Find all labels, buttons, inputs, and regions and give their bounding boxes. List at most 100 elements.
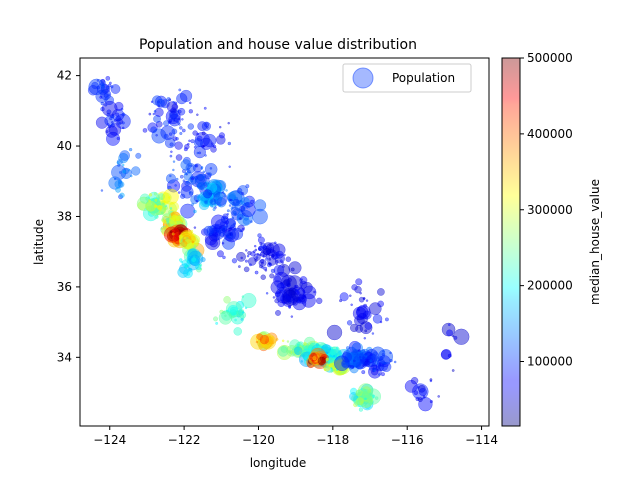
x-axis-label: longitude <box>250 456 307 470</box>
data-point <box>372 367 377 372</box>
data-point <box>110 123 115 128</box>
data-point <box>377 349 394 365</box>
data-point <box>226 209 230 213</box>
data-point <box>285 295 292 302</box>
data-point <box>203 225 214 236</box>
data-point <box>188 267 192 272</box>
data-point <box>204 233 218 246</box>
data-point <box>202 133 217 148</box>
data-point <box>200 228 209 236</box>
data-point <box>256 333 264 341</box>
data-point <box>279 291 282 294</box>
data-point <box>165 173 177 184</box>
data-point <box>119 150 131 161</box>
data-point <box>175 154 183 161</box>
data-point <box>293 346 303 355</box>
data-point <box>171 211 180 221</box>
data-point <box>178 258 183 262</box>
data-point <box>429 400 433 404</box>
data-point <box>357 349 361 353</box>
data-point <box>168 196 171 199</box>
data-point <box>334 355 350 372</box>
data-point <box>453 335 458 340</box>
x-tick-label: −118 <box>316 433 349 447</box>
colorbar-tick-label: 300000 <box>527 203 573 217</box>
legend-label: Population <box>392 71 455 85</box>
data-point <box>118 122 122 125</box>
data-point <box>348 294 352 298</box>
y-tick-label: 36 <box>57 280 72 294</box>
data-point <box>346 320 353 326</box>
data-point <box>293 285 297 289</box>
data-point <box>168 132 173 136</box>
data-point <box>207 182 218 193</box>
data-point <box>193 146 206 159</box>
data-point <box>179 131 183 136</box>
data-point <box>205 234 221 250</box>
data-point <box>362 297 366 301</box>
data-point <box>106 109 112 115</box>
data-point <box>142 128 148 133</box>
data-point <box>180 240 188 248</box>
data-point <box>267 256 277 266</box>
data-point <box>361 386 371 395</box>
data-point <box>202 144 206 148</box>
data-point <box>123 168 129 175</box>
data-point <box>225 189 228 192</box>
data-point <box>241 309 244 312</box>
data-point <box>325 364 329 369</box>
data-point <box>245 249 248 252</box>
data-point <box>296 343 300 347</box>
data-point <box>364 329 368 333</box>
data-point <box>170 150 173 154</box>
data-point <box>229 306 238 315</box>
data-point <box>164 204 168 208</box>
data-point <box>243 266 250 273</box>
data-point <box>262 337 266 340</box>
data-point <box>99 95 103 99</box>
data-point <box>122 169 126 174</box>
data-point <box>415 396 420 402</box>
data-point <box>253 244 257 248</box>
data-point <box>170 219 175 225</box>
data-point <box>241 191 245 195</box>
data-point <box>292 300 298 306</box>
y-tick-label: 38 <box>57 209 72 223</box>
y-axis-label: latitude <box>32 219 46 265</box>
data-point <box>249 220 253 224</box>
data-point <box>188 176 197 185</box>
data-point <box>345 346 350 351</box>
colorbar-tick-label: 400000 <box>527 127 573 141</box>
data-point <box>335 346 339 350</box>
data-point <box>111 121 114 124</box>
data-point <box>429 379 433 383</box>
data-point <box>364 397 367 401</box>
data-point <box>283 278 291 286</box>
data-point <box>225 231 233 239</box>
data-point <box>313 290 316 294</box>
data-point <box>232 198 240 206</box>
data-point <box>354 285 362 294</box>
colorbar: 100000 200000 300000 400000 500000 median_ho… <box>501 51 602 427</box>
colorbar-ticks: 100000 200000 300000 400000 500000 <box>520 51 573 369</box>
data-point <box>164 137 176 149</box>
data-point <box>202 181 208 187</box>
data-point <box>174 235 180 241</box>
data-point <box>196 113 199 117</box>
data-point <box>451 334 455 338</box>
data-point <box>152 112 156 116</box>
data-point <box>201 131 206 136</box>
data-point <box>231 227 244 240</box>
data-point <box>203 106 207 110</box>
colorbar-label: median_house_value <box>588 179 602 305</box>
data-point <box>268 258 272 261</box>
data-point <box>115 112 120 117</box>
data-point <box>247 205 251 209</box>
data-point <box>358 407 364 412</box>
data-point <box>180 203 196 219</box>
data-point <box>201 121 211 131</box>
data-point <box>380 372 385 377</box>
data-point <box>169 207 173 210</box>
data-point <box>300 360 304 363</box>
data-point <box>200 167 204 170</box>
